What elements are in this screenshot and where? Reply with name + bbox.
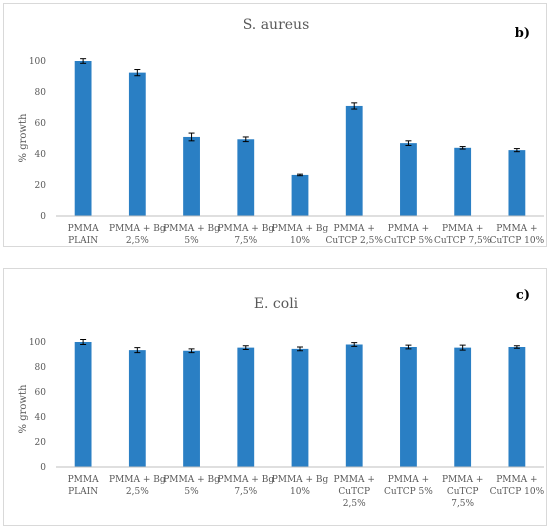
y-tick-label: 20 bbox=[35, 438, 47, 448]
bar bbox=[454, 347, 472, 467]
x-tick-label: PMMA + CuTCP 5% bbox=[384, 224, 433, 246]
y-tick-label: 100 bbox=[29, 338, 46, 348]
chart-e-coli: E. coli c) % growth 0 20 40 60 80 100 PMMA PLAI… bbox=[18, 288, 545, 509]
bar bbox=[508, 150, 526, 216]
bar bbox=[345, 344, 363, 467]
x-tick-label: PMMA + Bg 5% bbox=[163, 224, 220, 246]
chart-panel-s-aureus: S. aureus b) % growth 0 20 40 60 80 100 PMMA PL… bbox=[3, 3, 547, 247]
panel-label: b) bbox=[515, 26, 530, 41]
x-tick-label: PMMA + Bg 10% bbox=[272, 475, 329, 497]
bar bbox=[128, 72, 146, 216]
bar bbox=[128, 350, 146, 467]
bar bbox=[508, 347, 526, 467]
y-tick-label: 60 bbox=[35, 119, 47, 129]
x-tick-label: PMMA + Bg 2,5% bbox=[109, 475, 166, 497]
x-tick-label: PMMA + Bg 2,5% bbox=[109, 224, 166, 246]
bar bbox=[183, 136, 200, 216]
bar bbox=[454, 147, 472, 216]
bar bbox=[291, 348, 309, 467]
chart-title: E. coli bbox=[254, 296, 299, 312]
x-tick-label: PMMA PLAIN bbox=[68, 224, 99, 246]
x-tick-label: PMMA + Bg 10% bbox=[272, 224, 329, 246]
panel-label: c) bbox=[516, 288, 530, 303]
x-tick-label: PMMA + CuTCP 2,5% bbox=[326, 224, 384, 246]
y-tick-label: 0 bbox=[40, 212, 46, 222]
y-tick-label: 80 bbox=[35, 88, 47, 98]
y-tick-label: 40 bbox=[35, 413, 47, 423]
bar bbox=[183, 350, 200, 467]
x-tick-label: PMMA + CuTCP 10% bbox=[490, 475, 545, 497]
x-tick-label: PMMA + CuTCP 10% bbox=[490, 224, 545, 246]
chart-s-aureus: S. aureus b) % growth 0 20 40 60 80 100 PMMA PL… bbox=[18, 17, 545, 246]
y-tick-label: 0 bbox=[40, 463, 46, 473]
x-tick-label: PMMA + CuTCP 5% bbox=[384, 475, 433, 497]
bar bbox=[74, 61, 92, 216]
y-tick-label: 80 bbox=[35, 363, 47, 373]
y-tick-label: 20 bbox=[35, 181, 47, 191]
y-tick-label: 60 bbox=[35, 388, 47, 398]
x-tick-label: PMMA + CuTCP 2,5% bbox=[334, 475, 375, 509]
x-tick-label: PMMA PLAIN bbox=[68, 475, 99, 497]
x-tick-label: PMMA + CuTCP 7,5% bbox=[442, 475, 483, 509]
x-tick-label: PMMA + CuTCP 7,5% bbox=[434, 224, 492, 246]
bar bbox=[74, 342, 92, 467]
chart-title: S. aureus bbox=[243, 17, 310, 33]
bar bbox=[237, 139, 255, 216]
bar bbox=[237, 347, 255, 467]
bar bbox=[400, 347, 417, 467]
y-axis-label: % growth bbox=[18, 113, 29, 162]
x-tick-label: PMMA + Bg 7,5% bbox=[217, 475, 274, 497]
y-tick-label: 100 bbox=[29, 57, 46, 67]
y-tick-label: 40 bbox=[35, 150, 47, 160]
x-tick-label: PMMA + Bg 5% bbox=[163, 475, 220, 497]
bar bbox=[291, 174, 309, 216]
chart-panel-e-coli: E. coli c) % growth 0 20 40 60 80 100 PMMA PLAI… bbox=[3, 268, 547, 526]
bar bbox=[345, 105, 363, 216]
bar bbox=[400, 143, 417, 216]
x-tick-label: PMMA + Bg 7,5% bbox=[217, 224, 274, 246]
y-axis-label: % growth bbox=[18, 384, 29, 433]
